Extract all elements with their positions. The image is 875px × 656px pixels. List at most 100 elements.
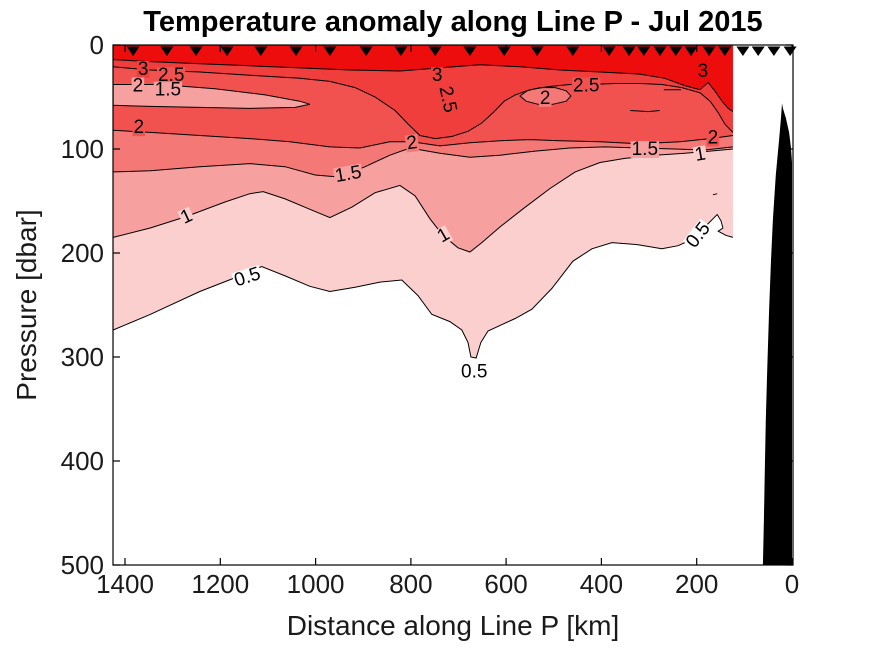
x-tick-label: 600	[484, 569, 527, 599]
contour-label-1.5: 1.5	[630, 139, 660, 160]
y-tick-label: 400	[61, 446, 104, 476]
station-marker	[323, 46, 337, 56]
station-marker	[289, 46, 303, 56]
contour-label-text: 1	[693, 143, 707, 166]
contour-label-text: 0.5	[461, 362, 487, 383]
contour-label-bg	[177, 206, 196, 228]
station-marker	[254, 46, 268, 56]
contour-line-1	[112, 148, 733, 253]
y-tick-label: 100	[61, 134, 104, 164]
y-tick-label: 300	[61, 342, 104, 372]
contour-label-3: 3	[430, 65, 444, 86]
x-tick-label: 0	[785, 569, 799, 599]
contour-label-bg	[404, 133, 420, 153]
x-tick-label: 400	[580, 569, 623, 599]
contour-label-3: 3	[696, 61, 710, 82]
contour-label-text: 1.5	[333, 162, 363, 187]
contour-label-text: 1.5	[632, 139, 658, 160]
chart-title: Temperature anomaly along Line P - Jul 2…	[143, 6, 763, 38]
contour-label-bg	[132, 119, 146, 137]
x-tick-label: 200	[675, 569, 718, 599]
station-marker	[653, 46, 667, 56]
y-tick-label: 200	[61, 238, 104, 268]
contour-label-2: 2	[538, 88, 552, 109]
contour-label-2.5: 2.5	[571, 76, 601, 97]
contour-label-bg	[436, 83, 459, 116]
contour-label-text: 3	[138, 59, 149, 80]
station-marker	[463, 46, 477, 56]
station-marker	[718, 46, 732, 56]
station-marker	[497, 46, 511, 56]
axis-ticks	[113, 44, 793, 566]
x-tick-label: 1200	[191, 569, 249, 599]
x-tick-label: 800	[389, 569, 432, 599]
contour-label-2: 2	[404, 132, 420, 154]
contour-label-bg	[433, 225, 454, 247]
contour-label-bg	[630, 141, 660, 158]
contour-label-bg	[459, 363, 489, 381]
contour-label-bg	[696, 63, 710, 80]
station-marker	[359, 46, 373, 56]
contour-label-2: 2	[131, 76, 145, 97]
contour-label-text: 2	[708, 128, 719, 149]
station-marker	[189, 46, 203, 56]
contour-label-2: 2	[132, 117, 146, 138]
contour-label-bg	[682, 218, 714, 252]
contour-label-bg	[231, 264, 264, 290]
station-marker	[220, 46, 234, 56]
contour-label-bg	[571, 77, 601, 95]
station-marker	[126, 46, 140, 56]
contour-label-text: 2	[540, 88, 551, 109]
contour-label-0.5: 0.5	[459, 362, 489, 383]
contour-label-bg	[706, 129, 720, 147]
contour-label-bg	[153, 81, 183, 99]
contour-label-2.5: 2.5	[156, 65, 186, 86]
axis-tick-labels: 1400 1200 1000 800 600 400 200 0 0 100 200 300 400 50…	[61, 30, 800, 599]
y-tick-label: 500	[61, 550, 104, 580]
contour-label-2.5: 2.5	[435, 83, 461, 116]
station-marker	[783, 46, 797, 56]
contour-label-text: 3	[698, 61, 709, 82]
y-axis-label: Pressure [dbar]	[11, 209, 42, 401]
contour-segment-1	[629, 110, 661, 113]
contour-label-text: 2	[405, 132, 418, 154]
station-marker	[160, 46, 174, 56]
contour-label-1.5: 1.5	[153, 80, 183, 101]
contour-fill-band-3	[113, 45, 733, 112]
station-marker	[394, 46, 408, 56]
contour-label-text: 2.5	[573, 76, 599, 97]
contour-label-bg	[430, 67, 444, 85]
station-marker	[751, 46, 765, 56]
axes-box	[112, 44, 794, 566]
x-tick-label: 1000	[287, 569, 345, 599]
contour-label-bg	[692, 145, 708, 165]
y-tick-label: 0	[90, 30, 104, 60]
station-marker	[702, 46, 716, 56]
contour-segment-2	[712, 193, 718, 196]
contour-label-text: 2	[134, 117, 145, 138]
station-marker	[428, 46, 442, 56]
bathymetry-silhouette	[762, 103, 792, 565]
contour-label-text: 2	[133, 76, 144, 97]
contour-label-bg	[538, 90, 552, 107]
contour-label-bg	[332, 163, 364, 186]
contour-label-2: 2	[706, 128, 720, 149]
station-marker	[566, 46, 580, 56]
contour-fill-bands	[112, 45, 733, 358]
station-marker	[622, 46, 636, 56]
station-marker	[530, 46, 544, 56]
contour-label-text: 3	[432, 65, 443, 86]
contour-label-1: 1	[692, 143, 708, 166]
contour-label-1.5: 1.5	[332, 162, 364, 187]
contour-label-bg	[131, 77, 145, 95]
contour-label-3: 3	[136, 59, 150, 80]
station-markers	[126, 46, 797, 56]
x-tick-label: 1400	[96, 569, 154, 599]
station-marker	[684, 46, 698, 56]
contour-label-text: 1.5	[155, 80, 181, 101]
contour-label-bg	[156, 67, 186, 85]
contour-line-3	[113, 59, 734, 113]
